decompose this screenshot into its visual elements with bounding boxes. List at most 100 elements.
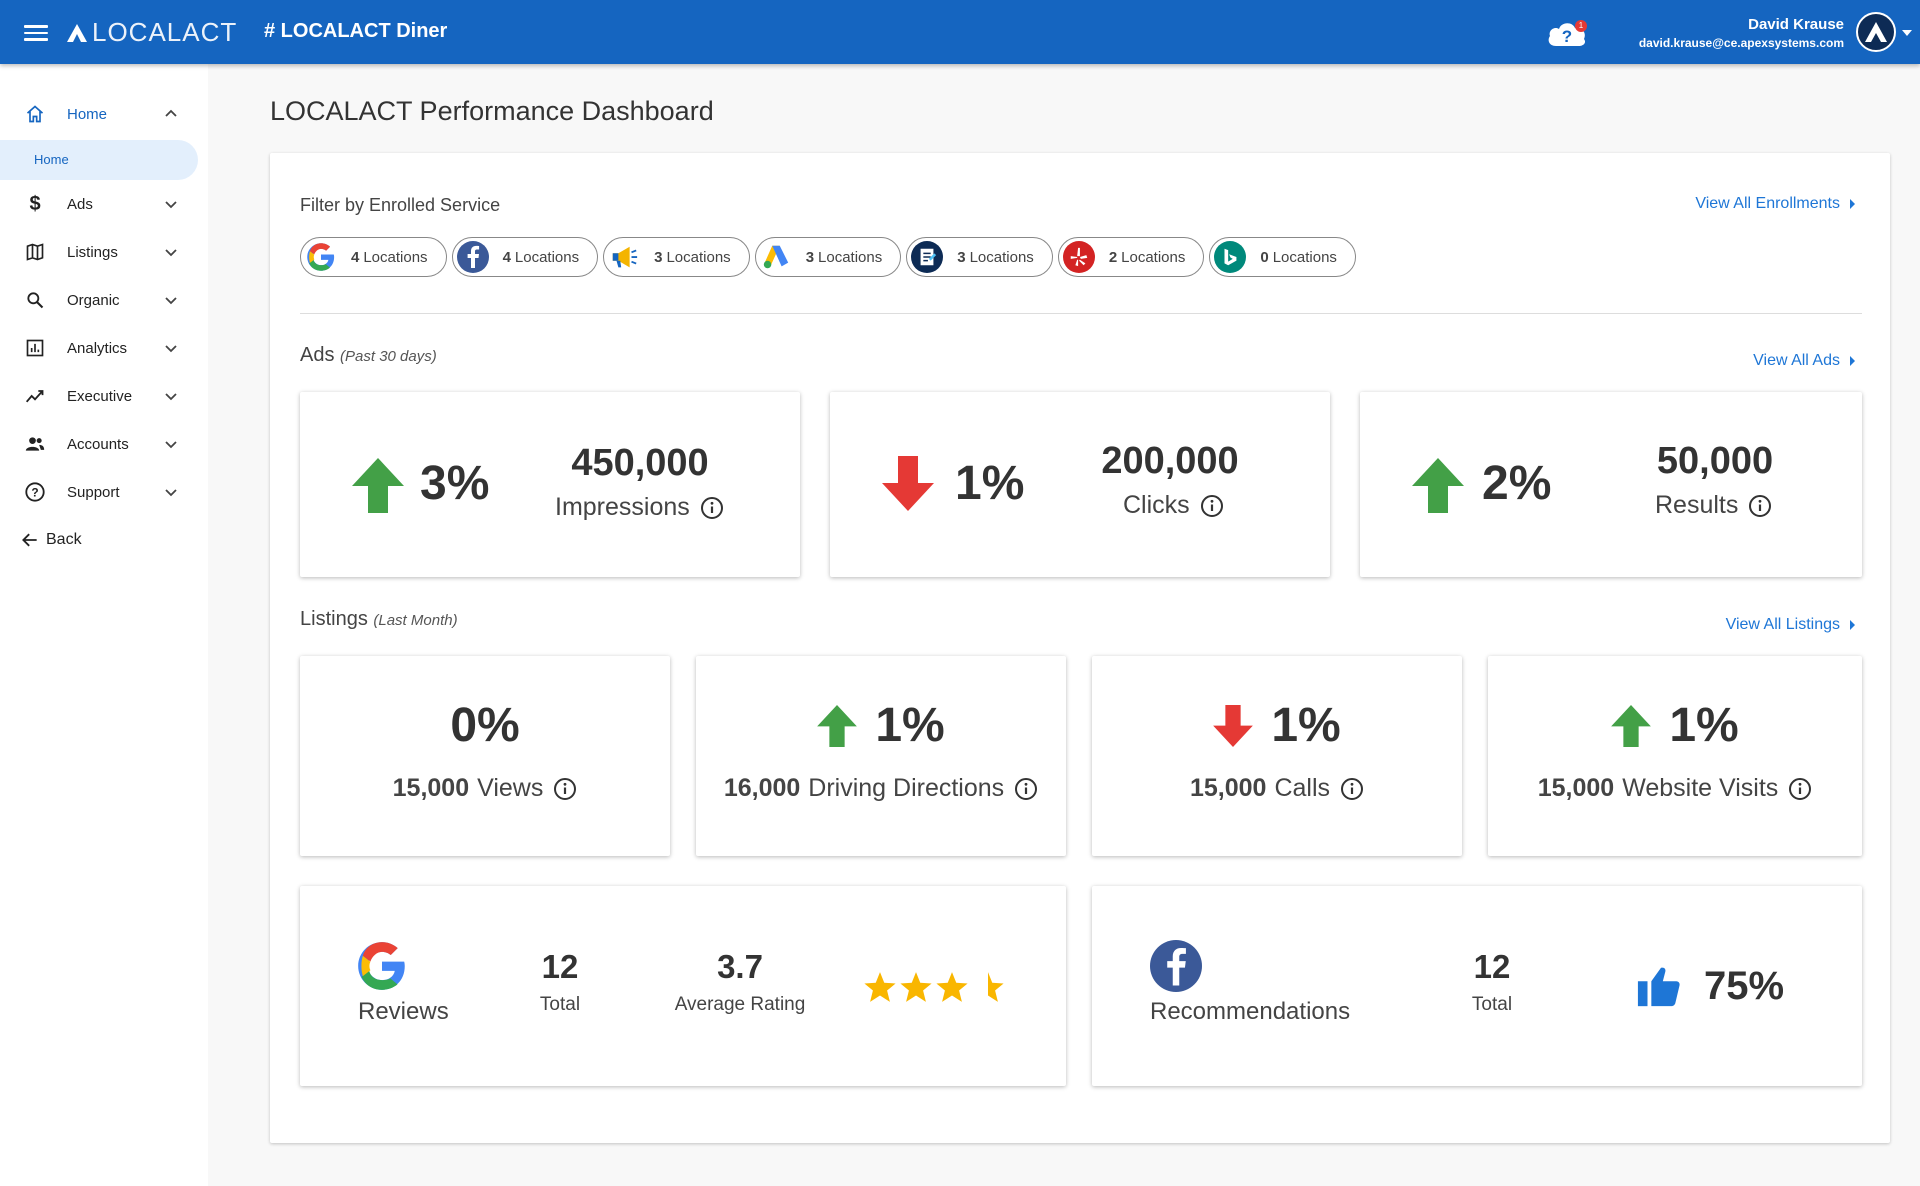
listing-pct: 1% <box>875 699 945 752</box>
avatar[interactable] <box>1856 12 1896 52</box>
view-all-listings-link[interactable]: View All Listings <box>1726 616 1855 634</box>
chevron-down-icon <box>165 201 177 209</box>
info-icon[interactable] <box>1340 777 1364 801</box>
map-icon <box>24 241 46 263</box>
chip-count: 4 <box>502 248 511 266</box>
listings-views-card[interactable]: 0% 15,000 Views <box>300 656 670 856</box>
reviews-label: Reviews <box>358 998 449 1025</box>
back-link[interactable]: Back <box>20 530 82 550</box>
info-icon[interactable] <box>1014 777 1038 801</box>
view-all-enrollments-link[interactable]: View All Enrollments <box>1695 195 1855 213</box>
chevron-down-icon <box>165 489 177 497</box>
sidebar-item-executive[interactable]: Executive <box>0 378 200 414</box>
service-filter-chips: 4 Locations 4 Locations 3 Locations 3 Lo… <box>300 237 1361 277</box>
sidebar-item-label: Analytics <box>67 339 128 357</box>
info-icon[interactable] <box>1788 777 1812 801</box>
listing-metric: Views <box>477 774 544 802</box>
user-name: David Krause <box>1748 16 1844 33</box>
arrow-down-icon <box>1213 704 1254 747</box>
caret-right-icon <box>1850 356 1855 366</box>
reviews-card[interactable]: Reviews 12 Total 3.7 Average Rating <box>300 886 1066 1086</box>
listings-calls-card[interactable]: 1% 15,000 Calls <box>1092 656 1462 856</box>
arrow-up-icon <box>352 458 404 513</box>
chip-count: 3 <box>654 248 663 266</box>
caret-right-icon <box>1850 620 1855 630</box>
ads-pct: 3% <box>420 457 490 510</box>
business-name[interactable]: # LOCALACT Diner <box>264 20 448 42</box>
listing-pct-row: 1% <box>696 698 1066 753</box>
ads-period: (Past 30 days) <box>340 348 437 365</box>
listings-section-title: Listings (Last Month) <box>300 608 458 631</box>
sidebar-item-organic[interactable]: Organic <box>0 282 200 318</box>
sidebar-item-accounts[interactable]: Accounts <box>0 426 200 462</box>
info-icon[interactable] <box>553 777 577 801</box>
user-menu-caret-icon[interactable] <box>1902 30 1912 36</box>
arrow-down-icon <box>882 456 934 511</box>
chip-google[interactable]: 4 Locations <box>300 237 447 277</box>
top-app-bar: LOCALACT # LOCALACT Diner ? 1 David Krau… <box>0 0 1920 64</box>
chip-document[interactable]: 3 Locations <box>906 237 1053 277</box>
listing-value: 15,000 <box>1189 774 1267 802</box>
reviews-total: 12 <box>541 948 579 985</box>
menu-icon[interactable] <box>24 22 48 42</box>
chip-facebook[interactable]: 4 Locations <box>451 237 599 277</box>
sidebar-item-home[interactable]: Home <box>0 96 200 132</box>
info-icon[interactable] <box>1748 494 1772 518</box>
sidebar-item-support[interactable]: ? Support <box>0 474 200 510</box>
chip-yelp[interactable]: 2 Locations <box>1057 237 1205 277</box>
info-icon[interactable] <box>700 496 724 520</box>
notification-badge: 1 <box>1575 20 1587 32</box>
chip-label: Locations <box>1272 248 1337 266</box>
half-star-icon <box>988 972 1004 1002</box>
star-icon <box>864 972 896 1002</box>
logo-text: LOCALACT <box>92 17 238 47</box>
trending-icon <box>24 385 46 407</box>
ads-metric-label: Impressions <box>555 493 724 522</box>
sidebar-item-ads[interactable]: $ Ads <box>0 186 200 222</box>
app-logo[interactable]: LOCALACT <box>66 17 237 48</box>
sidebar-item-analytics[interactable]: Analytics <box>0 330 200 366</box>
chip-label: Locations <box>666 248 731 266</box>
chip-bing[interactable]: 0 Locations <box>1209 237 1356 277</box>
chip-megaphone[interactable]: 3 Locations <box>603 237 750 277</box>
listings-directions-card[interactable]: 1% 16,000 Driving Directions <box>696 656 1066 856</box>
info-icon[interactable] <box>1200 494 1224 518</box>
view-all-listings-label: View All Listings <box>1725 616 1840 633</box>
google-icon <box>305 241 337 273</box>
sidebar-subitem-home[interactable]: Home <box>0 140 198 180</box>
listing-pct: 1% <box>1669 699 1739 752</box>
listings-period: (Last Month) <box>373 612 458 629</box>
analytics-icon <box>24 337 46 359</box>
facebook-icon <box>456 241 489 273</box>
recommendations-card[interactable]: Recommendations 12 Total 75% <box>1092 886 1862 1086</box>
svg-text:?: ? <box>31 486 38 500</box>
bing-icon <box>1214 241 1247 273</box>
sidebar-item-listings[interactable]: Listings <box>0 234 200 270</box>
help-icon: ? <box>24 481 46 503</box>
user-email: david.krause@ce.apexsystems.com <box>1638 36 1844 50</box>
dollar-icon: $ <box>29 192 41 215</box>
ads-title: Ads <box>300 344 335 366</box>
ads-clicks-card[interactable]: 1% 200,000 Clicks <box>830 392 1330 577</box>
chip-google-ads[interactable]: 3 Locations <box>754 237 902 277</box>
megaphone-icon <box>608 241 640 273</box>
sidebar-item-label: Ads <box>67 195 93 213</box>
listing-value: 16,000 <box>723 774 801 802</box>
recommendations-total: 12 <box>1473 948 1511 985</box>
chip-label: Locations <box>514 248 580 266</box>
listing-value: 15,000 <box>1537 774 1615 802</box>
view-all-ads-link[interactable]: View All Ads <box>1753 352 1855 370</box>
ads-impressions-card[interactable]: 3% 450,000 Impressions <box>300 392 800 577</box>
arrow-up-icon <box>1611 704 1652 747</box>
chevron-down-icon <box>165 441 177 449</box>
chevron-down-icon <box>165 393 177 401</box>
listings-website-card[interactable]: 1% 15,000 Website Visits <box>1488 656 1862 856</box>
ads-pct: 2% <box>1482 457 1552 510</box>
ads-results-card[interactable]: 2% 50,000 Results <box>1360 392 1862 577</box>
sidebar-item-label: Executive <box>67 387 133 405</box>
chip-count: 4 <box>351 248 360 266</box>
chip-count: 2 <box>1108 248 1118 266</box>
chip-label: Locations <box>818 248 883 266</box>
user-info[interactable]: David Krause david.krause@ce.apexsystems… <box>1639 16 1844 50</box>
apex-logo-icon <box>1865 22 1887 42</box>
